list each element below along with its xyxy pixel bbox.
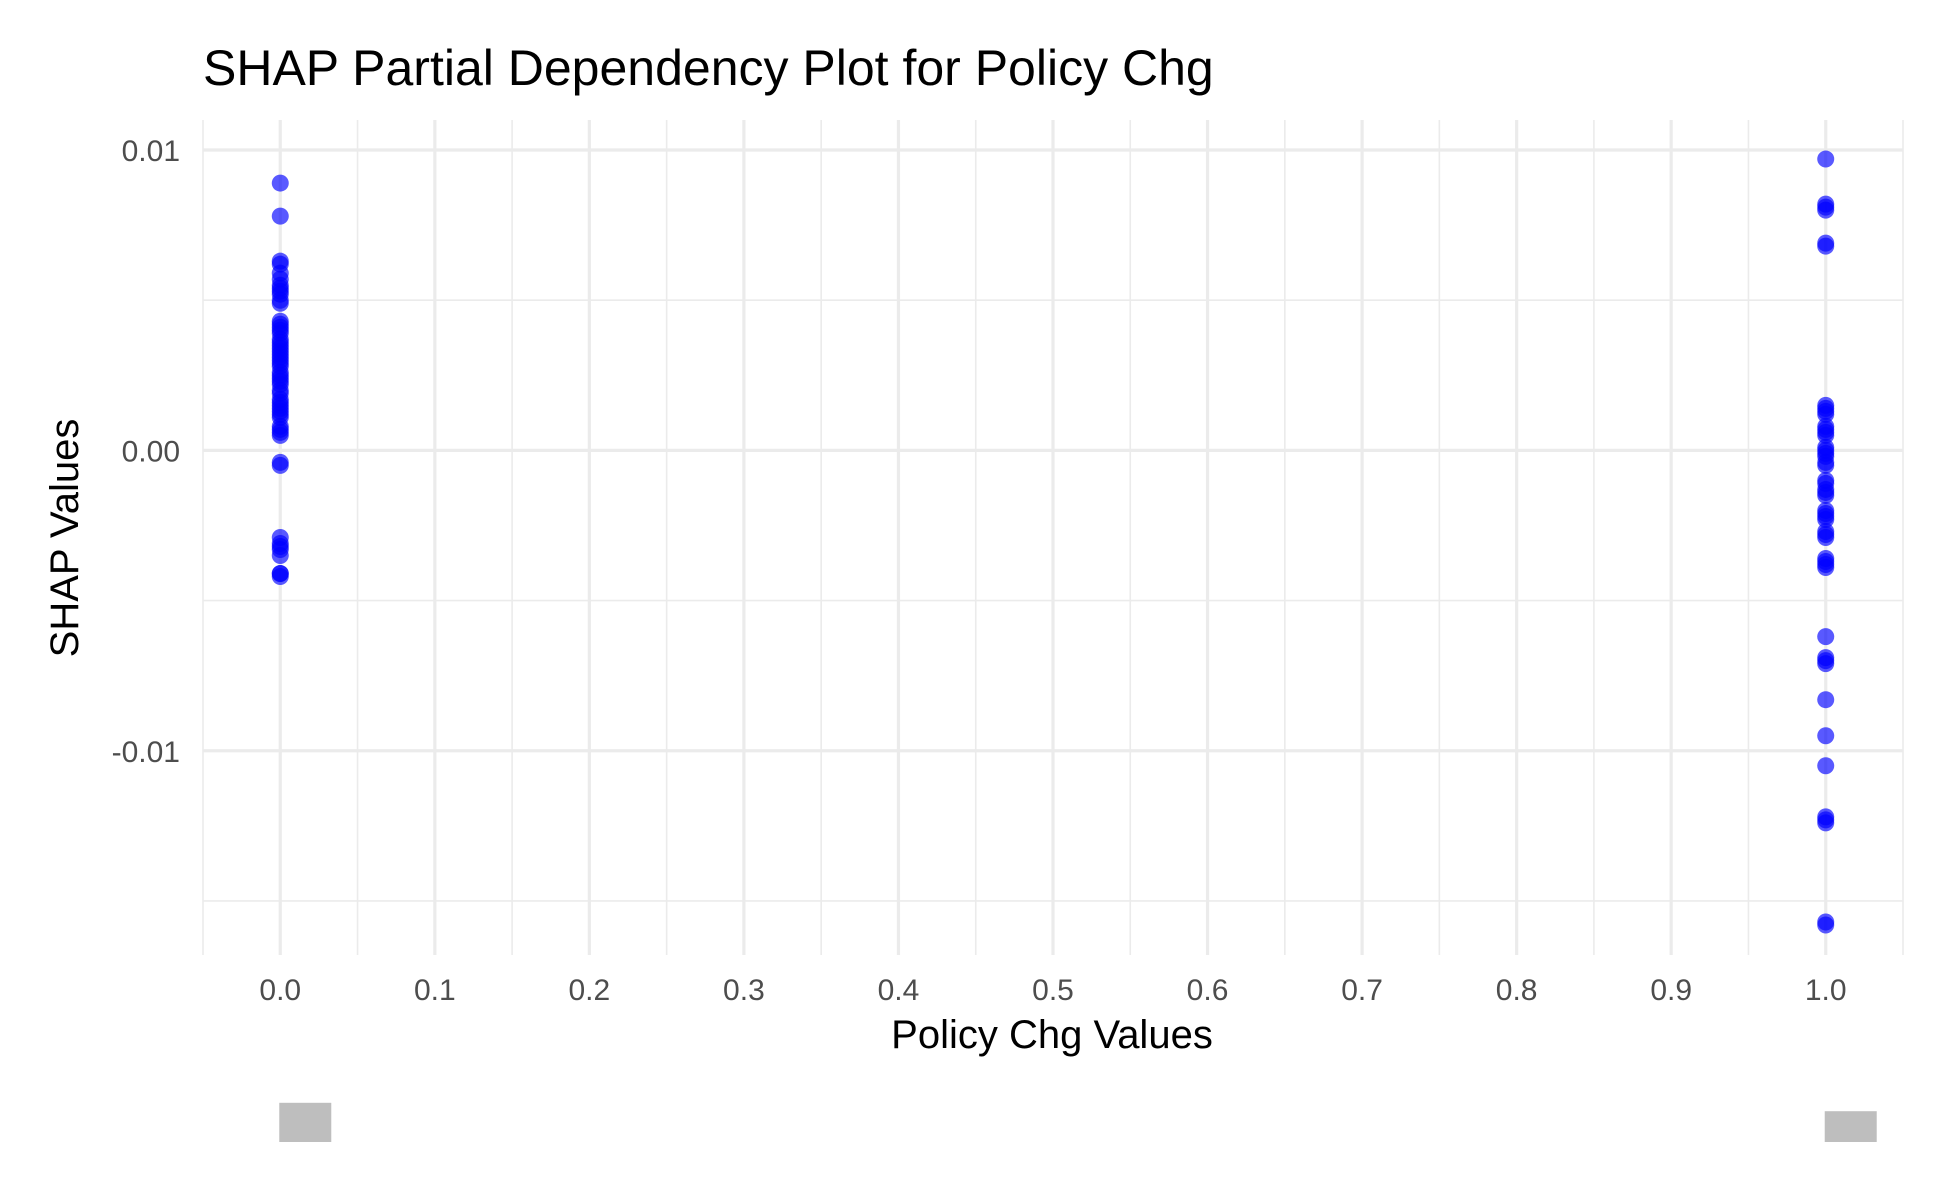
x-tick-label: 0.6	[1187, 974, 1229, 1007]
marginal-bar	[279, 1102, 332, 1142]
y-axis-ticks: 0.01 0.00 -0.01	[112, 135, 180, 769]
y-tick-label: -0.01	[112, 736, 180, 769]
x-tick-label: 0.8	[1496, 974, 1538, 1007]
data-point	[1817, 510, 1835, 528]
data-point	[1817, 559, 1835, 577]
data-point	[1817, 655, 1835, 673]
data-point	[1817, 529, 1835, 546]
data-point	[1817, 916, 1835, 934]
y-axis-title: SHAP Values	[43, 419, 87, 658]
data-point	[1817, 405, 1835, 423]
data-point	[1817, 691, 1835, 709]
data-point	[1817, 486, 1835, 504]
x-tick-label: 0.5	[1032, 974, 1074, 1007]
data-point	[1817, 426, 1835, 444]
data-point	[1817, 456, 1835, 474]
y-tick-label: 0.01	[122, 135, 180, 168]
y-tick-label: 0.00	[122, 435, 180, 468]
data-point	[1817, 201, 1835, 219]
marginal-density-bars	[279, 1102, 1877, 1142]
x-tick-label: 0.9	[1650, 974, 1692, 1007]
x-tick-label: 0.1	[414, 974, 456, 1007]
data-point	[271, 174, 289, 192]
x-tick-label: 0.2	[569, 974, 611, 1007]
data-point	[271, 294, 289, 312]
data-point	[1817, 237, 1835, 255]
data-point	[1817, 757, 1835, 775]
data-point	[271, 207, 289, 225]
data-point	[271, 456, 289, 474]
x-tick-label: 0.7	[1341, 974, 1383, 1007]
data-point	[271, 547, 289, 565]
data-point	[1817, 628, 1835, 646]
data-point	[271, 426, 289, 444]
marginal-bar	[1824, 1111, 1877, 1142]
x-tick-label: 0.4	[878, 974, 920, 1007]
data-point	[271, 565, 289, 583]
x-tick-label: 1.0	[1805, 974, 1847, 1007]
chart-title: SHAP Partial Dependency Plot for Policy …	[203, 40, 1214, 96]
data-point	[1817, 150, 1835, 168]
x-tick-label: 0.0	[259, 974, 301, 1007]
grid-lines	[202, 120, 1904, 955]
data-point	[1817, 727, 1835, 745]
data-point	[1817, 814, 1835, 832]
data-points	[271, 150, 1835, 934]
x-axis-ticks: 0.0 0.1 0.2 0.3 0.4 0.5 0.6 0.7 0.8 0.9 1.0	[259, 974, 1846, 1007]
x-tick-label: 0.3	[723, 974, 765, 1007]
x-axis-title: Policy Chg Values	[891, 1013, 1213, 1057]
